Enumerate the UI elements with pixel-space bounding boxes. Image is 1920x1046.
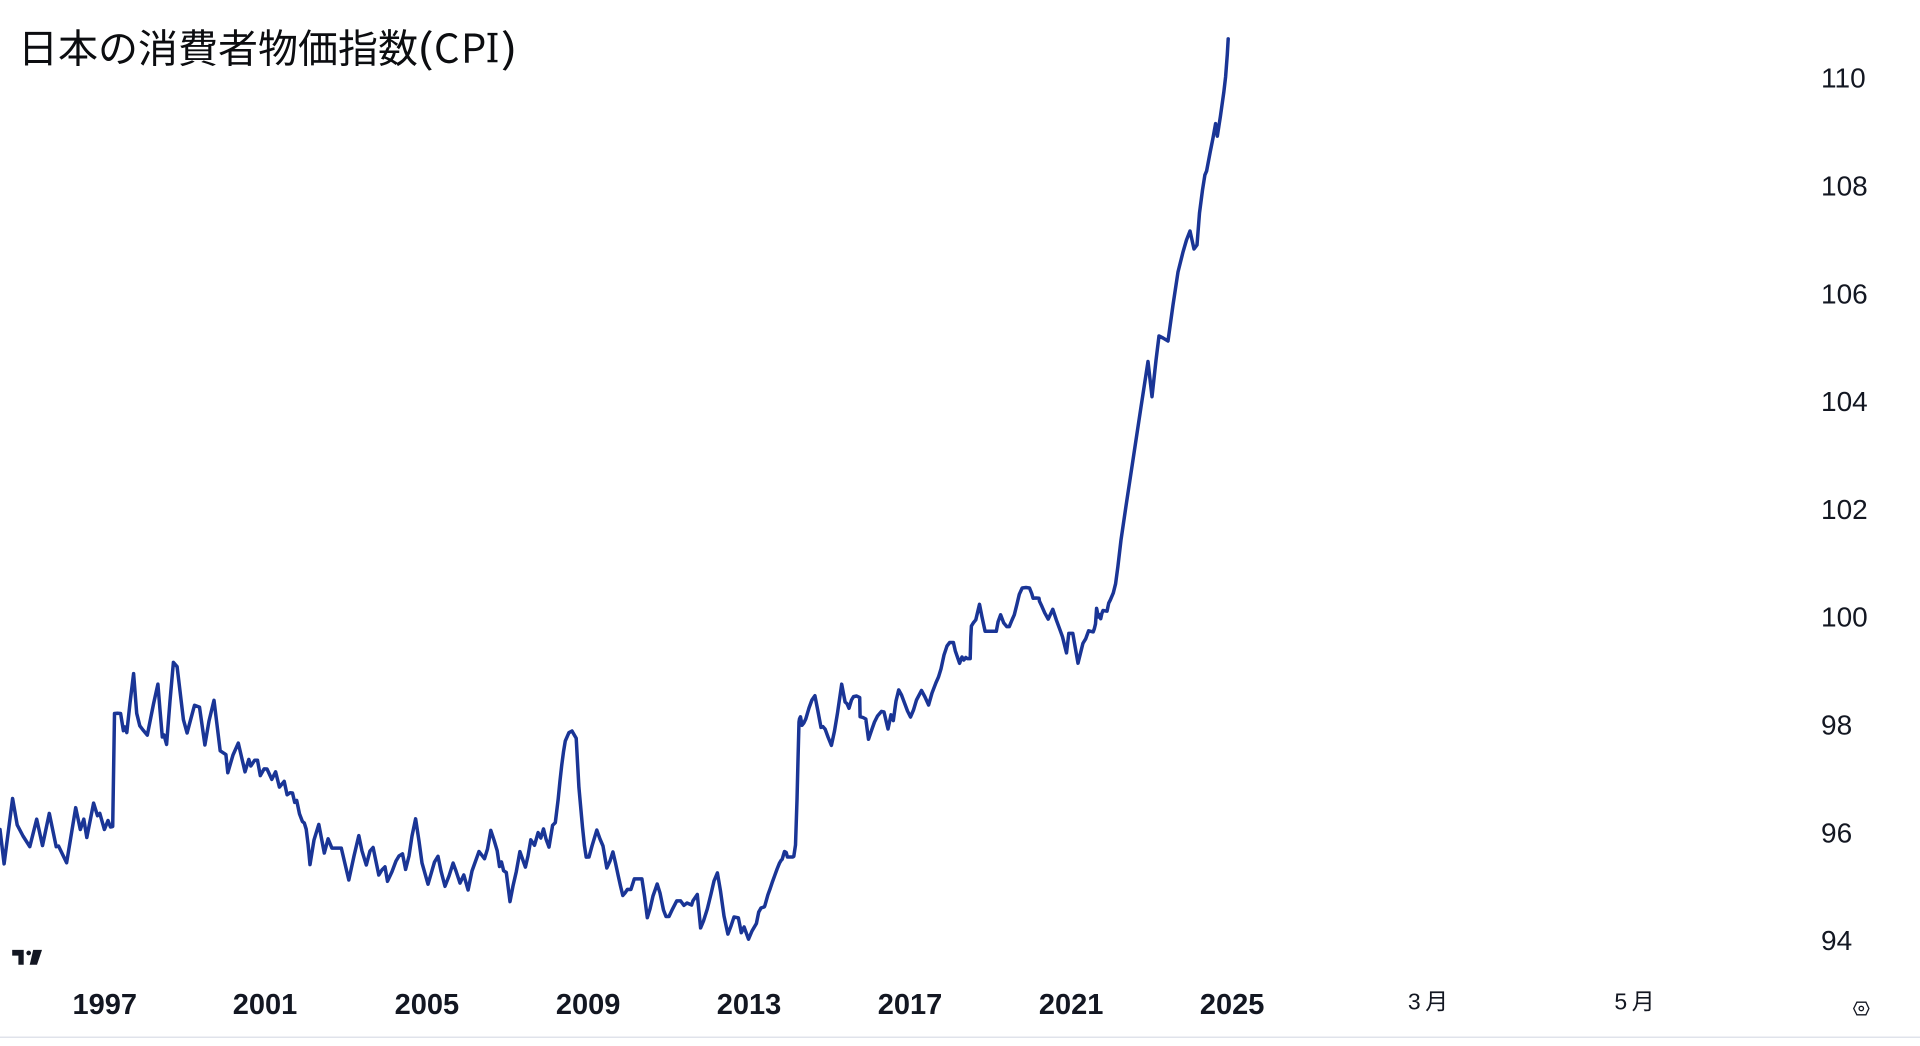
svg-text:102: 102: [1821, 494, 1868, 525]
svg-text:2025: 2025: [1200, 989, 1265, 1021]
svg-text:2017: 2017: [878, 989, 943, 1021]
svg-text:108: 108: [1821, 171, 1868, 202]
svg-text:5: 5: [1614, 989, 1627, 1015]
svg-text:2021: 2021: [1039, 989, 1104, 1021]
svg-text:100: 100: [1821, 602, 1868, 633]
svg-text:98: 98: [1821, 710, 1852, 741]
svg-text:2009: 2009: [556, 989, 621, 1021]
svg-text:2001: 2001: [233, 989, 298, 1021]
svg-text:106: 106: [1821, 278, 1868, 309]
svg-text:2005: 2005: [395, 989, 460, 1021]
svg-text:1997: 1997: [72, 989, 137, 1021]
svg-text:3: 3: [1408, 989, 1421, 1015]
svg-text:96: 96: [1821, 817, 1852, 848]
svg-text:110: 110: [1821, 63, 1866, 94]
svg-text:2013: 2013: [717, 989, 782, 1021]
svg-text:94: 94: [1821, 925, 1852, 956]
svg-text:104: 104: [1821, 386, 1868, 417]
